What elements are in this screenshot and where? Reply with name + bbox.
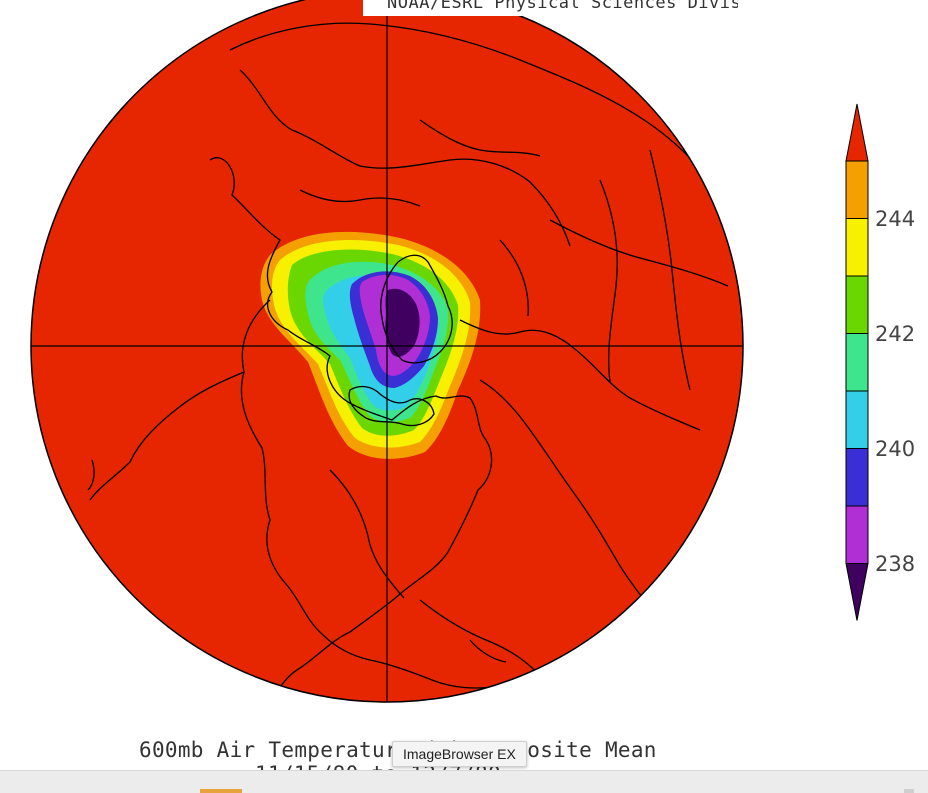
colorbar-tick-240: 240	[875, 437, 916, 461]
colorbar-segment	[845, 218, 869, 277]
colorbar-tick-242: 242	[875, 322, 916, 346]
colorbar-segment	[845, 505, 869, 564]
coastlines	[87, 22, 736, 702]
colorbar-segment	[845, 160, 869, 219]
header-title: NOAA/ESRL Physical Sciences Division	[387, 0, 738, 13]
colorbar-segment	[845, 275, 869, 334]
colorbar-tick-244: 244	[875, 207, 916, 231]
colorbar-tick-238: 238	[875, 552, 916, 576]
colorbar-segment	[845, 390, 869, 449]
colorbar-segment	[845, 563, 869, 621]
status-indicator	[904, 789, 914, 793]
colorbar-segment	[845, 333, 869, 392]
colorbar-segment	[845, 448, 869, 507]
contour-237	[385, 288, 420, 357]
tooltip: ImageBrowser EX	[392, 741, 527, 767]
status-accent	[200, 789, 242, 793]
status-bar	[0, 770, 928, 793]
colorbar	[845, 103, 869, 621]
colorbar-segment	[845, 103, 869, 162]
map-header: NOAA/ESRL Physical Sciences Division	[363, 0, 738, 16]
cold-anomaly-contours	[260, 231, 481, 459]
